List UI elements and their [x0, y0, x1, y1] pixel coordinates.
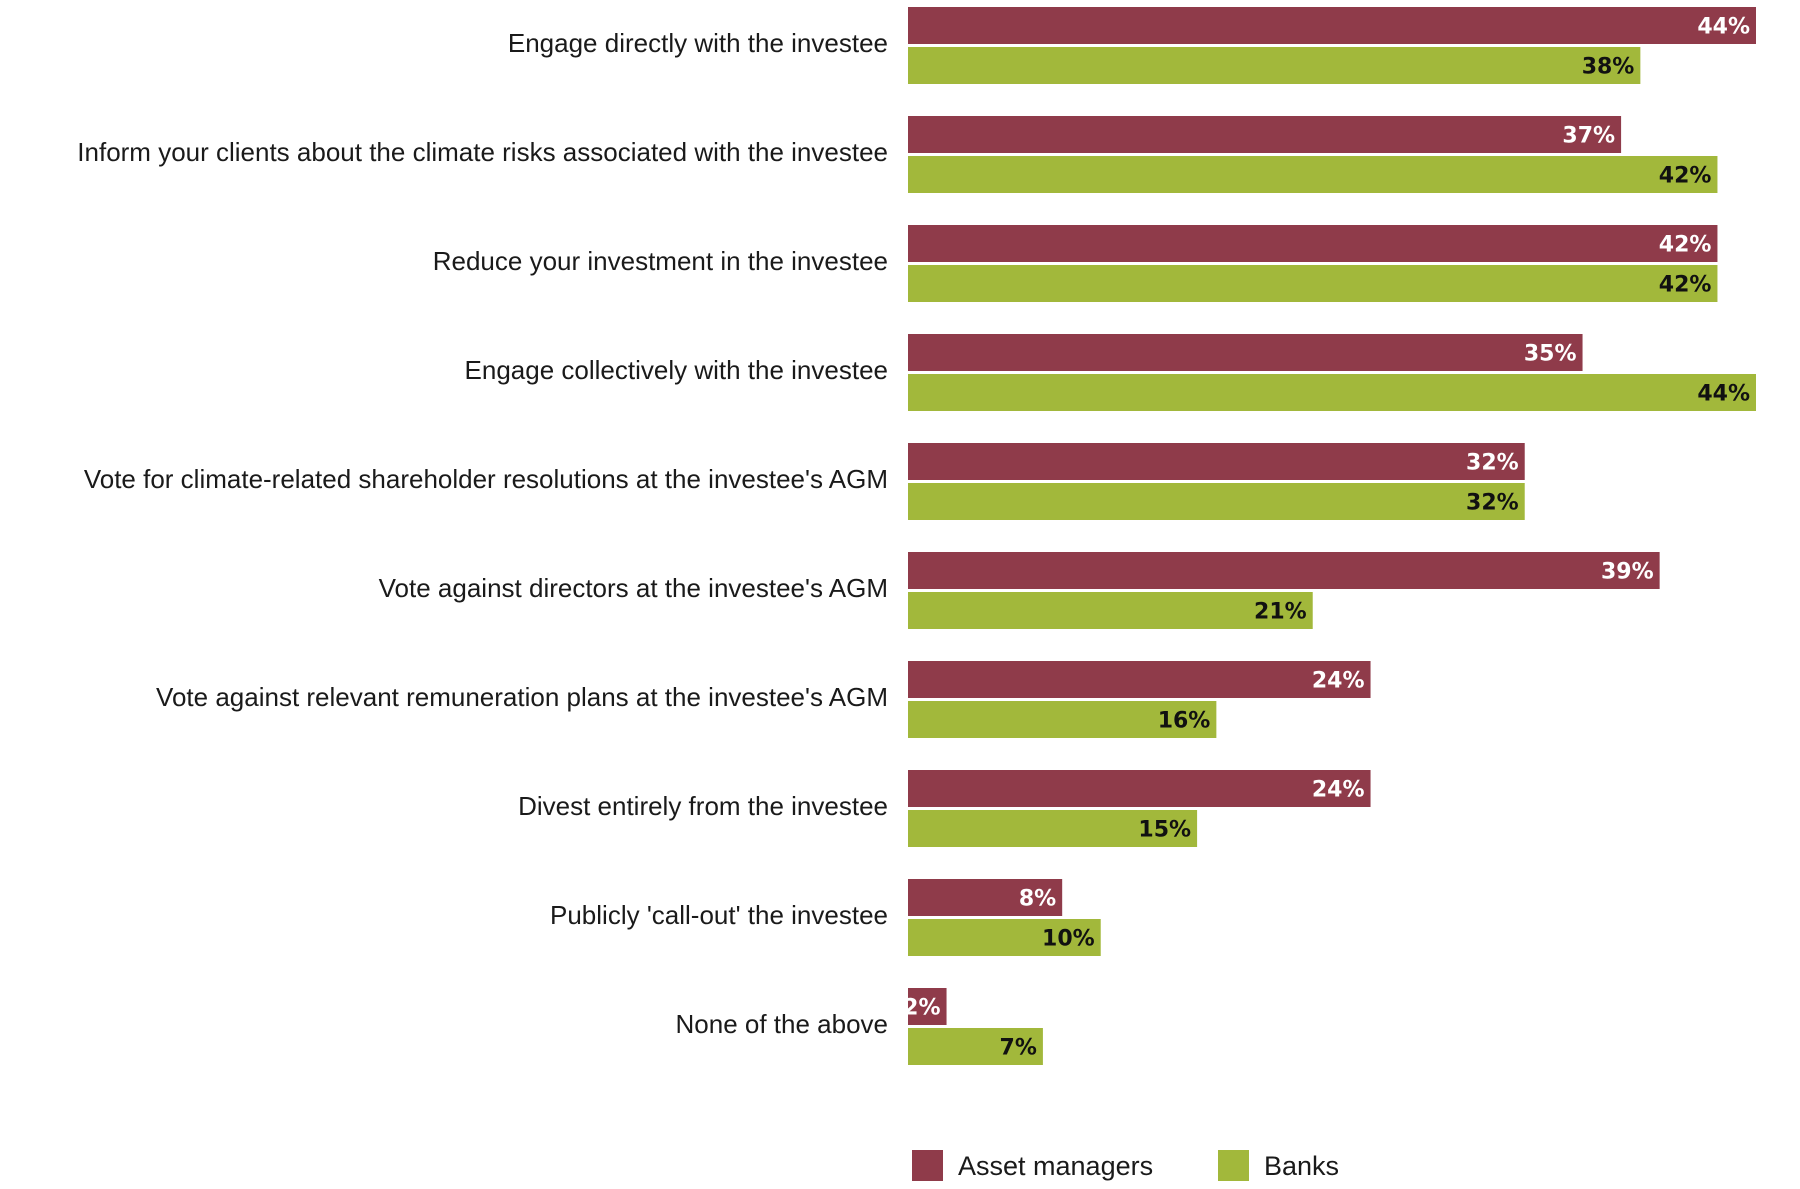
data-label: 15%: [1138, 818, 1191, 843]
data-label: 42%: [1659, 164, 1712, 189]
bar-asset-managers: [908, 225, 1718, 262]
data-label: 35%: [1524, 342, 1577, 367]
category-labels: Engage directly with the investee Inform …: [77, 28, 888, 1039]
legend-swatch: [912, 1150, 943, 1181]
bar-banks: [908, 374, 1756, 411]
bar-banks: [908, 919, 1101, 956]
data-label: 44%: [1697, 15, 1750, 40]
data-label: 8%: [1019, 887, 1056, 912]
category-label: Publicly 'call-out' the investee: [550, 900, 888, 930]
bar-asset-managers: [908, 552, 1660, 589]
legend-label: Banks: [1264, 1151, 1339, 1181]
bar-banks: [908, 810, 1198, 847]
bars: [908, 7, 1756, 1065]
category-label: Vote against directors at the investee's…: [379, 573, 888, 603]
data-label: 7%: [1000, 1036, 1037, 1061]
category-label: Vote for climate-related shareholder res…: [84, 464, 888, 494]
bar-asset-managers: [908, 988, 947, 1025]
bar-banks: [908, 265, 1718, 302]
data-label: 10%: [1042, 927, 1095, 952]
legend: Asset managers Banks: [912, 1150, 1339, 1181]
bar-asset-managers: [908, 334, 1583, 371]
legend-label: Asset managers: [958, 1151, 1153, 1181]
data-label: 37%: [1562, 124, 1615, 149]
data-label: 44%: [1697, 382, 1750, 407]
bar-asset-managers: [908, 879, 1063, 916]
data-label: 24%: [1312, 669, 1365, 694]
data-label: 32%: [1466, 491, 1519, 516]
bar-banks: [908, 47, 1641, 84]
category-label: Divest entirely from the investee: [518, 791, 888, 821]
category-label: Reduce your investment in the investee: [433, 246, 888, 276]
data-label: 42%: [1659, 273, 1712, 298]
data-label: 21%: [1254, 600, 1307, 625]
category-label: Engage directly with the investee: [508, 28, 888, 58]
category-label: Vote against relevant remuneration plans…: [156, 682, 888, 712]
bar-asset-managers: [908, 661, 1371, 698]
data-label: 24%: [1312, 778, 1365, 803]
bar-asset-managers: [908, 443, 1525, 480]
bar-banks: [908, 1028, 1043, 1065]
data-label: 39%: [1601, 560, 1654, 585]
category-label: Engage collectively with the investee: [465, 355, 888, 385]
bar-asset-managers: [908, 770, 1371, 807]
bar-asset-managers: [908, 7, 1756, 44]
legend-swatch: [1218, 1150, 1249, 1181]
value-labels: 44% 38% 37% 42% 42% 42% 35% 44% 32% 32% 39% 21% 24% 1…: [903, 15, 1750, 1061]
category-label: None of the above: [676, 1009, 889, 1039]
bar-asset-managers: [908, 116, 1622, 153]
bar-banks: [908, 701, 1217, 738]
category-label: Inform your clients about the climate ri…: [77, 137, 888, 167]
bar-banks: [908, 483, 1525, 520]
bar-banks: [908, 592, 1313, 629]
data-label: 16%: [1158, 709, 1211, 734]
data-label: 32%: [1466, 451, 1519, 476]
bar-banks: [908, 156, 1718, 193]
data-label: 42%: [1659, 233, 1712, 258]
data-label: 38%: [1582, 55, 1635, 80]
data-label: 2%: [903, 996, 940, 1021]
